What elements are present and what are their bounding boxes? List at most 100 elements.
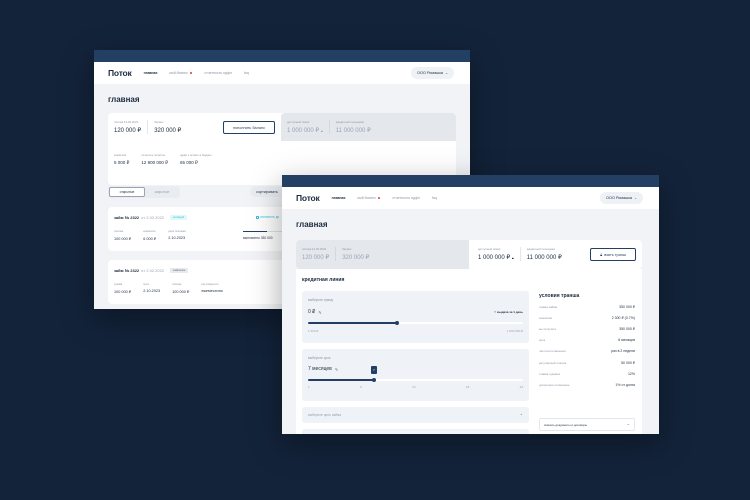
potential-value: 11 000 000 ₽ — [335, 128, 371, 134]
potential-cell: кредитный потенциал 11 000 000 ₽ — [519, 247, 568, 261]
payment-cell: платеж 12.03.2023 120 000 ₽ — [302, 247, 335, 261]
field-value: 100 000 ₽ — [114, 237, 132, 241]
tab-closed[interactable]: закрытые — [145, 187, 179, 197]
pay-credit-link[interactable]: оплатить кр — [256, 215, 279, 219]
term-slider-handle[interactable] — [372, 377, 376, 382]
status-badge: заявление — [170, 268, 189, 273]
amount-max: 1 000 000 ₽ — [506, 329, 523, 333]
button-label: взять транш — [604, 252, 626, 257]
amount-slider-track[interactable] — [308, 322, 523, 324]
field-label: сумма — [114, 282, 123, 286]
sort-label: сортировать — [256, 189, 278, 194]
sort-button[interactable]: сортировать — [250, 186, 310, 197]
next-field — [302, 429, 529, 434]
term-slider-fill — [308, 379, 374, 381]
lock-icon: 🔒︎ — [511, 256, 514, 260]
top-nav: Поток главная мой бизнес отчетность ндфл… — [282, 187, 659, 209]
documents-label: скачать документы и договоры — [544, 423, 588, 427]
field-label: комиссия — [143, 229, 156, 233]
nav-item-label: faq — [431, 196, 437, 200]
term-value[interactable]: 7 месяцев ✎ — [308, 366, 338, 372]
loan-field: регулярность ежемесячно — [201, 282, 223, 294]
amount-label: выберите сумму — [308, 298, 334, 302]
terms-label: ставка годовых — [539, 371, 561, 376]
limit-label: доступный лимит — [287, 120, 310, 124]
nav-item-my-business[interactable]: мой бизнес — [169, 71, 193, 75]
terms-label: частота погашения — [539, 349, 566, 354]
nav-item-tax-reports[interactable]: отчетность ндфл — [204, 71, 232, 75]
company-name: ООО Ромашка — [606, 196, 633, 200]
badge-label: выдача за 1 день — [497, 310, 523, 314]
terms-row: комиссия 2 300 ₽ (0.7%) — [539, 312, 635, 323]
nav-item-faq[interactable]: faq — [432, 196, 437, 200]
tax-label: ндфл к оплате в бюджет — [180, 153, 212, 157]
nav-item-faq[interactable]: faq — [244, 71, 249, 75]
loan-title: займ № 2322 — [114, 215, 140, 220]
balance-value: 320 000 ₽ — [154, 128, 182, 134]
topup-balance-button[interactable]: пополнить баланс — [223, 121, 275, 134]
terms-row: частота погашения раз в 2 недели — [539, 346, 635, 357]
tab-open[interactable]: открытые — [109, 187, 145, 197]
nav-item-my-business[interactable]: мой бизнес — [357, 196, 381, 200]
balance-cell: баланс 320 000 ₽ — [147, 120, 187, 134]
amount-slider-handle[interactable] — [395, 320, 399, 325]
company-name: ООО Ромашка — [417, 71, 444, 75]
tab-label: закрытые — [154, 190, 170, 194]
field-value: 2.10.2023 — [168, 236, 186, 240]
terms-label: регулярный платеж — [539, 360, 567, 365]
company-selector[interactable]: ООО Ромашка ⌄ — [600, 192, 643, 204]
terms-value: раз в 2 недели — [611, 349, 635, 354]
terms-label: досрочное погашение — [539, 382, 570, 387]
tick-label: 18 — [465, 385, 470, 389]
notification-dot — [377, 196, 381, 200]
pencil-icon[interactable]: ✎ — [334, 366, 339, 372]
amount-value[interactable]: 0 ₽ ✎ — [308, 309, 322, 315]
field-label: регулярность — [201, 282, 219, 286]
loan-field: срок 2.10.2023 — [143, 282, 160, 294]
terms-row: ставка годовых 12% — [539, 368, 635, 379]
loan-date: от 2.02.2022 — [141, 268, 165, 273]
payment-value: 120 000 ₽ — [114, 128, 142, 134]
field-label: платеж — [172, 282, 182, 286]
take-tranche-button[interactable]: 🔒︎ взять транш — [590, 248, 636, 261]
credit-limit-panel: доступный лимит 1 000 000 ₽ 🔒︎ кредитный… — [281, 113, 456, 141]
balance-cell: баланс 320 000 ₽ — [335, 247, 375, 261]
nav-item-label: мой бизнес — [169, 71, 188, 75]
balance-label: баланс — [154, 120, 164, 124]
chevron-down-icon: ⌄ — [634, 196, 637, 200]
loan-field: сумма 100 000 ₽ — [114, 282, 131, 294]
terms-label: сумма займа — [539, 304, 558, 309]
nav-item-home[interactable]: главная — [332, 196, 346, 200]
nav-item-tax-reports[interactable]: отчетность ндфл — [392, 196, 420, 200]
loan-field: комиссия 6 000 ₽ — [143, 229, 156, 241]
terms-label: вы получите — [539, 326, 557, 331]
documents-dropdown[interactable]: скачать документы и договоры ⌄ — [539, 418, 635, 431]
tax-value: 65 000 ₽ — [180, 160, 198, 165]
terms-row: сумма займа 350 000 ₽ — [539, 301, 635, 312]
logo[interactable]: Поток — [108, 68, 132, 78]
payment-cell: платеж 12.03.2023 120 000 ₽ — [114, 120, 147, 134]
field-value: 6 000 ₽ — [143, 237, 157, 241]
company-selector[interactable]: ООО Ромашка ⌄ — [411, 67, 454, 79]
payment-label: платеж 12.03.2023 — [302, 247, 327, 251]
nav-item-label: главная — [143, 71, 158, 75]
card-icon — [256, 215, 259, 219]
terms-value: 1% от долга — [615, 382, 635, 387]
term-slider-track[interactable] — [308, 379, 523, 381]
button-label: пополнить баланс — [233, 125, 265, 130]
nav-item-label: отчетность ндфл — [204, 71, 232, 75]
window-titlebar — [282, 175, 659, 187]
terms-value: 50 000 ₽ — [621, 360, 635, 365]
nav-item-home[interactable]: главная — [144, 71, 158, 75]
loan-purpose-select[interactable]: выберите цель займа ⌄ — [302, 407, 529, 423]
paid-amount: выплачено 330 000 — [243, 236, 273, 240]
loan-field: дата платежа 2.10.2023 — [168, 229, 186, 241]
term-label: выберите срок — [308, 356, 331, 360]
logo[interactable]: Поток — [296, 193, 320, 203]
term-text: 7 месяцев — [308, 366, 332, 372]
balance-label: баланс — [342, 247, 352, 251]
pencil-icon[interactable]: ✎ — [318, 309, 322, 315]
remaining-cell: осталось погасить 12 900 000 ₽ — [141, 153, 168, 166]
loan-field: платеж 100 000 ₽ — [172, 282, 189, 294]
terms-row: вы получите 350 000 ₽ — [539, 323, 635, 334]
